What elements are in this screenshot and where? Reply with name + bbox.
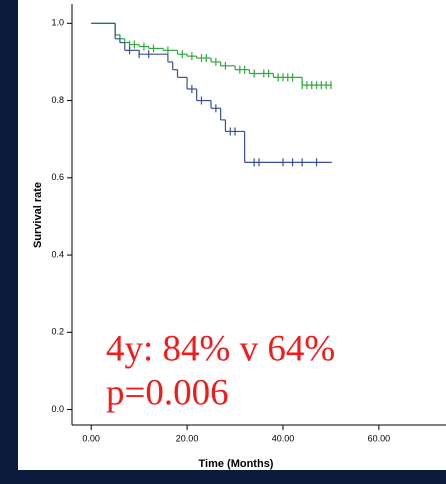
x-axis-label: Time (Months) [199,458,274,470]
y-tick-label: 0.4 [51,249,64,259]
y-tick-label: 1.0 [51,18,64,28]
x-tick-label: 20.00 [176,433,199,443]
y-axis-label: Survival rate [32,182,44,248]
annotation: 4y: 84% v 64% [106,328,335,369]
y-tick-label: 0.2 [51,327,64,337]
x-tick-label: 0.00 [82,433,100,443]
plot-panel [18,0,446,470]
y-tick-label: 0.8 [51,95,64,105]
y-tick-label: 0.0 [51,404,64,414]
annotation: p=0.006 [106,372,229,413]
x-tick-label: 40.00 [272,433,295,443]
x-tick-label: 60.00 [368,433,391,443]
y-tick-label: 0.6 [51,172,64,182]
